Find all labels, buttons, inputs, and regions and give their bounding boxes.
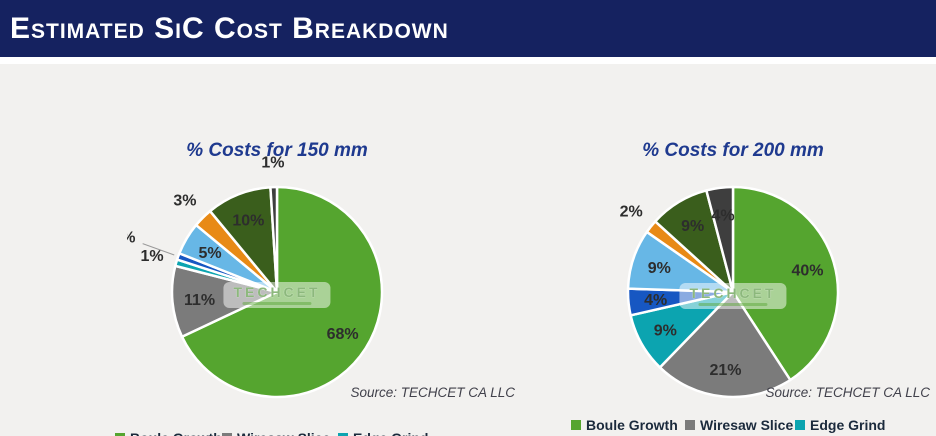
legend-item-wiresaw-slice: Wiresaw Slice [222, 428, 338, 436]
charts-background: % Costs for 150 mm % Costs for 200 mm 68… [0, 64, 936, 436]
pie-slice-final-clean [269, 185, 279, 294]
pie-percent-label: 9% [654, 323, 677, 340]
legend-item-edge-grind: Edge Grind [795, 415, 903, 435]
legend-item-boule-growth: Boule Growth [115, 428, 222, 436]
pie-percent-label: 5% [199, 245, 222, 262]
pie-percent-label: 9% [681, 218, 704, 235]
pie-slice-wiresaw-slice [658, 290, 792, 399]
legend-label: Boule Growth [586, 417, 678, 433]
legend-swatch [795, 420, 805, 430]
pie-percent-label: 1% [140, 248, 163, 265]
chart-title-150mm: % Costs for 150 mm [186, 140, 368, 161]
pie-chart-150mm: 68% 11% 1% 1% 5% 3% 10% 1% [127, 154, 384, 399]
legend-label: Wiresaw Slice [700, 417, 794, 433]
pie-percent-label: 10% [232, 212, 264, 229]
legend-label: Wiresaw Slice [237, 430, 330, 436]
legend-swatch [115, 433, 125, 436]
label-leader-line [142, 243, 175, 256]
source-credit-150mm: Source: TECHCET CA LLC [350, 385, 515, 400]
page-title: Estimated SiC Cost Breakdown [10, 11, 449, 45]
legend-label: Edge Grind [353, 430, 428, 436]
pie-percent-label: 3% [173, 192, 196, 209]
pie-percent-label: 21% [709, 362, 741, 379]
legend-label: Boule Growth [130, 430, 222, 436]
legend-item-edge-grind: Edge Grind [338, 428, 446, 436]
source-credit-200mm: Source: TECHCET CA LLC [765, 385, 930, 400]
pie-slice-final-clean [705, 185, 735, 294]
legend-label: Edge Grind [810, 417, 886, 433]
chart-title-200mm: % Costs for 200 mm [642, 140, 824, 161]
pie-percent-label: 9% [648, 260, 671, 277]
pie-percent-label: 40% [791, 262, 823, 279]
legend-swatch [222, 433, 232, 436]
pie-percent-label: 11% [184, 292, 215, 309]
pie-percent-label: 2% [620, 203, 643, 220]
legend-item-boule-growth: Boule Growth [571, 415, 685, 435]
pie-percent-label: 68% [327, 326, 359, 343]
pie-percent-label: 4% [644, 292, 667, 309]
legend-swatch [338, 433, 348, 436]
legend-swatch [571, 420, 581, 430]
title-bar: Estimated SiC Cost Breakdown [0, 0, 936, 57]
pie-percent-label: 1% [127, 229, 135, 246]
pie-percent-label: 4% [712, 207, 735, 224]
pie-percent-label: 1% [261, 154, 284, 171]
legend-swatch [685, 420, 695, 430]
legend-item-wiresaw-slice: Wiresaw Slice [685, 415, 795, 435]
